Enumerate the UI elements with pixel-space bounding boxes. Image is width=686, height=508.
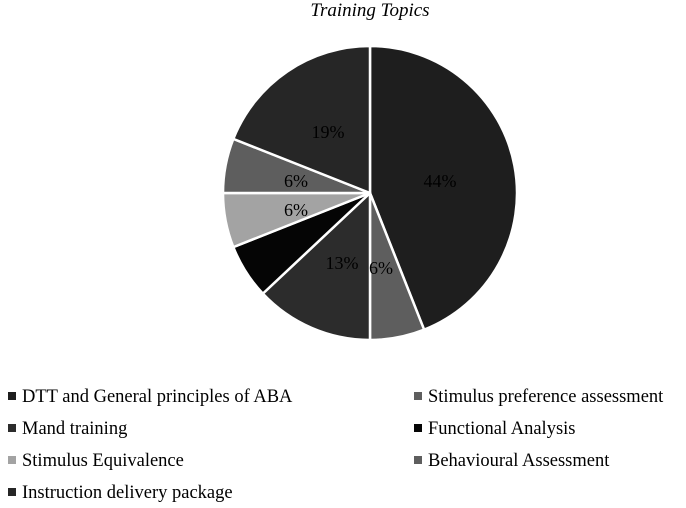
- slice-label-2: 6%: [369, 258, 393, 278]
- legend-swatch: [8, 455, 16, 464]
- legend-item-3: Mand training: [8, 416, 127, 442]
- legend-label: Mand training: [22, 419, 128, 439]
- slice-label-3: 13%: [326, 253, 359, 273]
- legend-label: DTT and General principles of ABA: [22, 387, 293, 407]
- legend-label: Stimulus preference assessment: [428, 387, 664, 407]
- pie-slice-3: [261, 191, 372, 342]
- legend-item-1: DTT and General principles of ABA: [8, 384, 292, 410]
- pie-slice-7: [232, 44, 372, 195]
- legend-swatch: [8, 423, 16, 432]
- legend-item-4: Functional Analysis: [414, 416, 576, 442]
- legend-swatch: [8, 391, 16, 400]
- slice-label-5: 6%: [284, 200, 308, 220]
- legend-label: Behavioural Assessment: [428, 451, 610, 471]
- pie-chart: 44% 6% 13% 6% 6% 19%: [221, 44, 519, 342]
- slice-label-6: 6%: [284, 171, 308, 191]
- legend-label: Functional Analysis: [428, 419, 576, 439]
- legend-item-7: Instruction delivery package: [8, 480, 233, 506]
- slice-label-1: 44%: [424, 171, 457, 191]
- legend-label: Stimulus Equivalence: [22, 451, 184, 471]
- slice-label-7: 19%: [312, 122, 345, 142]
- legend-item-6: Behavioural Assessment: [414, 448, 609, 474]
- legend-swatch: [414, 423, 422, 432]
- legend-item-2: Stimulus preference assessment: [414, 384, 663, 410]
- legend-item-5: Stimulus Equivalence: [8, 448, 184, 474]
- legend-swatch: [8, 487, 16, 496]
- legend-label: Instruction delivery package: [22, 483, 233, 503]
- legend-swatch: [414, 391, 422, 400]
- pie-slice-1: [368, 44, 519, 331]
- chart-title: Training Topics: [310, 0, 430, 21]
- legend-swatch: [414, 455, 422, 464]
